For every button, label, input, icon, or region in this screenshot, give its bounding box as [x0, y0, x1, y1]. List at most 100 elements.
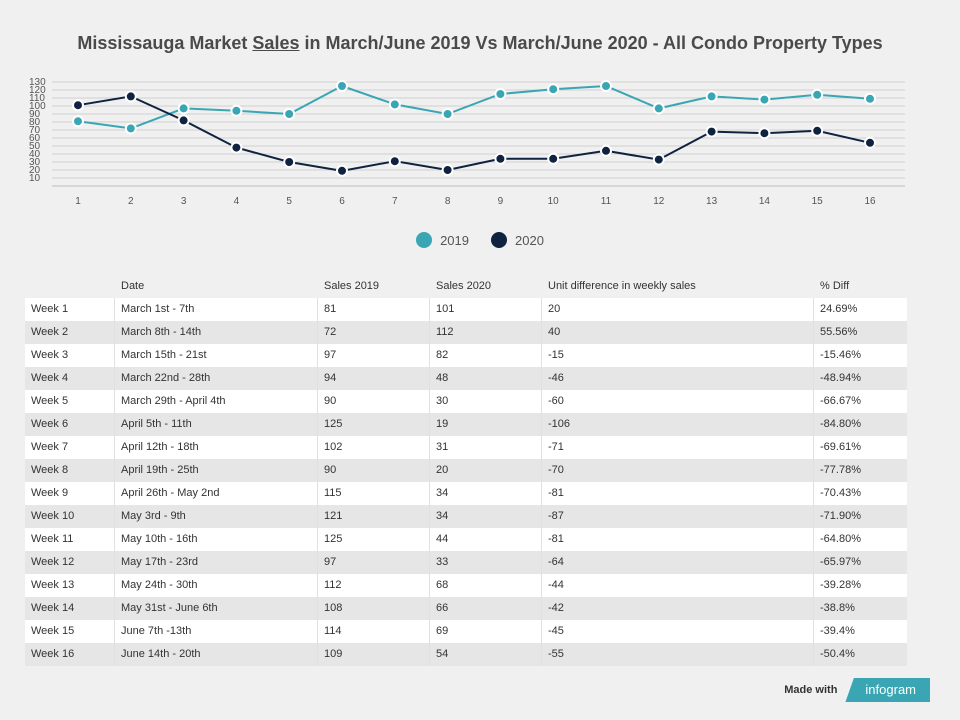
table-cell: March 8th - 14th [115, 321, 318, 344]
infogram-badge[interactable]: infogram [845, 678, 930, 702]
data-point-2020 [600, 144, 612, 157]
data-point-2019 [388, 98, 401, 111]
table-cell: 20 [542, 298, 814, 321]
legend-marker [416, 232, 433, 248]
table-cell: -55 [542, 643, 814, 666]
table-cell: April 5th - 11th [115, 413, 318, 436]
footer: Made with infogram [784, 678, 930, 702]
table-cell: Week 2 [25, 321, 115, 344]
table-cell: -44 [542, 574, 814, 597]
table-cell: -48.94% [820, 372, 861, 384]
table-cell: 90 [318, 459, 430, 482]
table-cell: -71.90% [820, 510, 861, 522]
table-cell: 97 [318, 344, 430, 367]
legend-label: 2020 [515, 232, 544, 248]
table-cell: -81 [542, 482, 814, 505]
data-point-2019 [230, 104, 243, 117]
data-point-2019 [864, 92, 876, 105]
table-cell: 114 [318, 620, 430, 643]
table-row: Week 15 June 7th -13th 114 69 -45 -39.4% [25, 620, 907, 643]
y-tick-label: 120 [29, 85, 46, 96]
data-point-2020 [124, 90, 137, 103]
table-cell: May 3rd - 9th [115, 505, 318, 528]
table-cell: -64.80% [820, 533, 861, 545]
table-cell: -15.46% [820, 349, 861, 361]
x-tick-label: 1 [75, 196, 81, 207]
table-cell: 44 [430, 528, 542, 551]
legend: 2019 2020 [0, 232, 960, 248]
table-row: Week 11 May 10th - 16th 125 44 -81 -64.80% [25, 528, 907, 551]
table-cell: 125 [318, 528, 430, 551]
x-tick-label: 15 [812, 196, 824, 207]
table-cell: Week 8 [25, 459, 115, 482]
table-cell: 112 [318, 574, 430, 597]
table-cell: 66 [430, 597, 542, 620]
table-cell: Week 3 [25, 344, 115, 367]
title-part: Mississauga Market [77, 33, 253, 53]
x-tick-label: 16 [864, 196, 876, 207]
legend-item-2020[interactable]: 2020 [491, 232, 544, 248]
table-row: Week 7 April 12th - 18th 102 31 -71 -69.61% [25, 436, 907, 459]
table-cell: Week 16 [25, 643, 115, 666]
table-cell: 109 [318, 643, 430, 666]
table-cell: -64 [542, 551, 814, 574]
table-row: Week 6 April 5th - 11th 125 19 -106 -84.80% [25, 413, 907, 436]
y-tick-label: 70 [29, 125, 41, 136]
table-cell: 20 [430, 459, 542, 482]
table-cell: 54 [430, 643, 542, 666]
data-point-2020 [230, 141, 243, 154]
table-cell: Week 15 [25, 620, 115, 643]
title-part: in March/June 2019 Vs March/June 2020 - … [299, 33, 883, 53]
table-row: Week 8 April 19th - 25th 90 20 -70 -77.78% [25, 459, 907, 482]
table-cell: March 15th - 21st [115, 344, 318, 367]
table-cell: May 24th - 30th [115, 574, 318, 597]
table-cell: 31 [430, 436, 542, 459]
x-tick-label: 5 [286, 196, 292, 207]
y-tick-label: 30 [29, 157, 41, 168]
y-tick-label: 80 [29, 117, 41, 128]
data-point-2020 [705, 125, 718, 138]
table-row: Week 12 May 17th - 23rd 97 33 -64 -65.97% [25, 551, 907, 574]
table-row: Week 1 March 1st - 7th 81 101 20 24.69% [25, 298, 907, 321]
table-cell: -70.43% [820, 487, 861, 499]
x-tick-label: 11 [601, 196, 612, 207]
table-cell: -50.4% [820, 648, 855, 660]
data-point-2020 [811, 124, 824, 137]
table-cell: Week 7 [25, 436, 115, 459]
table-row: Week 4 March 22nd - 28th 94 48 -46 -48.94% [25, 367, 907, 390]
table-cell: -87 [542, 505, 814, 528]
table-cell: 19 [430, 413, 542, 436]
table-cell: -77.78% [820, 464, 861, 476]
table-cell: 108 [318, 597, 430, 620]
data-point-2020 [547, 152, 560, 165]
y-tick-label: 20 [29, 165, 41, 176]
y-tick-label: 40 [29, 149, 41, 160]
table-cell: 68 [430, 574, 542, 597]
table-cell: May 17th - 23rd [115, 551, 318, 574]
table-cell: Week 12 [25, 551, 115, 574]
data-point-2019 [336, 80, 348, 92]
data-point-2019 [600, 80, 612, 92]
table-cell: 81 [318, 298, 430, 321]
data-point-2019 [72, 115, 84, 128]
table-row: Week 14 May 31st - June 6th 108 66 -42 -38.8% [25, 597, 907, 620]
data-table: Date Sales 2019 Sales 2020 Unit difference … [25, 275, 907, 666]
table-cell: -15 [542, 344, 814, 367]
table-cell: 69 [430, 620, 542, 643]
table-cell: 82 [430, 344, 542, 367]
x-tick-label: 3 [181, 196, 187, 207]
data-point-2019 [283, 108, 296, 120]
table-header-cell: Sales 2019 [324, 280, 380, 292]
table-header-cell: Date [121, 280, 145, 292]
table-cell: 34 [430, 505, 542, 528]
data-point-2020 [758, 127, 771, 140]
legend-item-2019[interactable]: 2019 [416, 232, 469, 248]
data-point-2019 [124, 122, 137, 135]
table-cell: 34 [430, 482, 542, 505]
table-cell: Week 11 [25, 528, 115, 551]
table-cell: -45 [542, 620, 814, 643]
table-cell: -69.61% [820, 441, 861, 453]
table-cell: 112 [430, 321, 542, 344]
table-cell: 72 [318, 321, 430, 344]
table-cell: 48 [430, 367, 542, 390]
